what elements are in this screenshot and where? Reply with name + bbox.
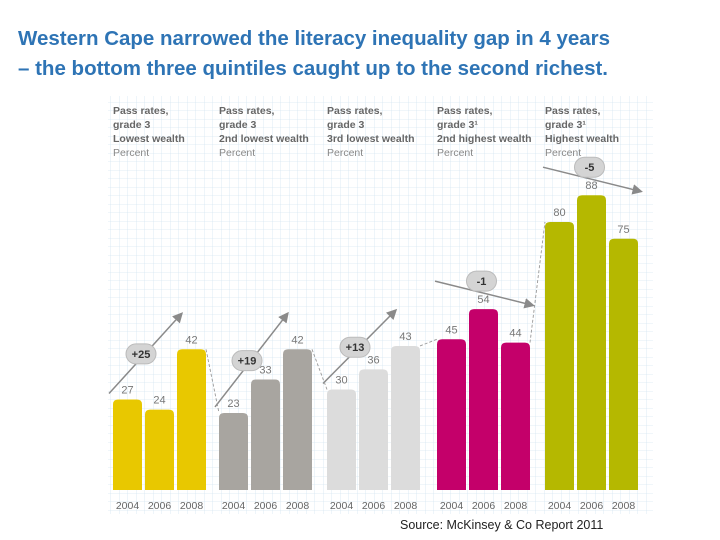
- data-label-g1-2004: 27: [121, 385, 133, 397]
- group-2-unit: Percent: [219, 147, 255, 159]
- group-2-header-line-1: Pass rates,: [219, 105, 275, 117]
- bar-g4-2006: [469, 309, 498, 490]
- group-4-header-line-1: Pass rates,: [437, 105, 493, 117]
- delta-badge-g3: [339, 336, 371, 358]
- bar-g2-2004: [219, 412, 248, 490]
- bar-g1-2006: [145, 409, 174, 490]
- group-4-header-line-2: grade 3¹: [437, 119, 478, 131]
- delta-badge-g1: [125, 343, 157, 365]
- group-1-unit: Percent: [113, 147, 149, 159]
- connector-4-5: [529, 221, 546, 343]
- data-label-g5-2004: 80: [553, 207, 565, 219]
- bar-g4-2004: [437, 339, 466, 490]
- year-label-g1-2008: 2008: [180, 500, 204, 512]
- data-label-g1-2006: 24: [153, 395, 165, 407]
- data-label-g3-2004: 30: [335, 375, 347, 387]
- delta-arrow-g4: [434, 280, 535, 309]
- bar-g4-2008: [501, 342, 530, 490]
- bar-g3-2006: [359, 369, 388, 490]
- delta-badge-g4: [466, 270, 497, 292]
- year-label-g1-2006: 2006: [148, 500, 172, 512]
- group-1-header-line-1: Pass rates,: [113, 105, 169, 117]
- year-label-g3-2004: 2004: [330, 500, 354, 512]
- group-1-header-line-2: grade 3: [113, 119, 151, 131]
- year-label-g2-2006: 2006: [254, 500, 278, 512]
- data-label-g4-2008: 44: [509, 328, 521, 340]
- group-3-header-line-2: grade 3: [327, 119, 365, 131]
- bar-g2-2008: [283, 349, 312, 490]
- year-label-g1-2004: 2004: [116, 500, 140, 512]
- group-5-header-line-2: grade 3¹: [545, 119, 586, 131]
- data-label-g5-2006: 88: [585, 180, 597, 192]
- year-label-g3-2008: 2008: [394, 500, 418, 512]
- delta-label-g3: +13: [346, 342, 365, 354]
- source-note: Source: McKinsey & Co Report 2011: [400, 518, 604, 532]
- data-label-g2-2008: 42: [291, 334, 303, 346]
- bar-g5-2008: [609, 238, 638, 490]
- year-label-g4-2006: 2006: [472, 500, 496, 512]
- bar-g5-2006: [577, 195, 606, 490]
- bar-g3-2004: [327, 389, 356, 490]
- bar-g2-2006: [251, 379, 280, 490]
- bar-g1-2004: [113, 399, 142, 490]
- connector-3-4: [419, 338, 438, 347]
- group-2-header-line-2: grade 3: [219, 119, 257, 131]
- delta-badge-g5: [574, 156, 605, 178]
- delta-label-g1: +25: [132, 349, 151, 361]
- year-label-g5-2006: 2006: [580, 500, 604, 512]
- group-4-header-line-3: 2nd highest wealth: [437, 133, 532, 145]
- bar-g1-2008: [177, 349, 206, 490]
- data-label-g4-2004: 45: [445, 324, 457, 336]
- delta-badge-g2: [231, 350, 263, 372]
- data-label-g2-2004: 23: [227, 398, 239, 410]
- headline: Western Cape narrowed the literacy inequ…: [18, 24, 718, 84]
- year-label-g2-2004: 2004: [222, 500, 246, 512]
- delta-label-g4: -1: [477, 276, 487, 288]
- year-label-g4-2004: 2004: [440, 500, 464, 512]
- group-5-unit: Percent: [545, 147, 581, 159]
- data-label-g3-2006: 36: [367, 354, 379, 366]
- year-label-g3-2006: 2006: [362, 500, 386, 512]
- connector-2-3: [311, 349, 328, 390]
- year-label-g2-2008: 2008: [286, 500, 310, 512]
- data-label-g2-2006: 33: [259, 364, 271, 376]
- group-5-header-line-1: Pass rates,: [545, 105, 601, 117]
- connector-1-2: [205, 349, 220, 414]
- group-3-header-line-3: 3rd lowest wealth: [327, 133, 415, 145]
- data-label-g1-2008: 42: [185, 334, 197, 346]
- group-1-header-line-3: Lowest wealth: [113, 133, 185, 145]
- delta-label-g5: -5: [585, 162, 595, 174]
- delta-label-g2: +19: [238, 356, 257, 368]
- bar-g5-2004: [545, 222, 574, 490]
- year-label-g5-2004: 2004: [548, 500, 572, 512]
- group-4-unit: Percent: [437, 147, 473, 159]
- group-3-header-line-1: Pass rates,: [327, 105, 383, 117]
- group-3-unit: Percent: [327, 147, 363, 159]
- group-2-header-line-3: 2nd lowest wealth: [219, 133, 309, 145]
- data-label-g5-2008: 75: [617, 224, 629, 236]
- group-5-header-line-3: Highest wealth: [545, 133, 619, 145]
- headline-line-2: – the bottom three quintiles caught up t…: [18, 57, 608, 80]
- bar-g3-2008: [391, 345, 420, 490]
- year-label-g4-2008: 2008: [504, 500, 528, 512]
- data-label-g3-2008: 43: [399, 331, 411, 343]
- year-label-g5-2008: 2008: [612, 500, 636, 512]
- headline-line-1: Western Cape narrowed the literacy inequ…: [18, 27, 611, 50]
- data-label-g4-2006: 54: [477, 294, 489, 306]
- delta-arrow-g5: [542, 166, 643, 195]
